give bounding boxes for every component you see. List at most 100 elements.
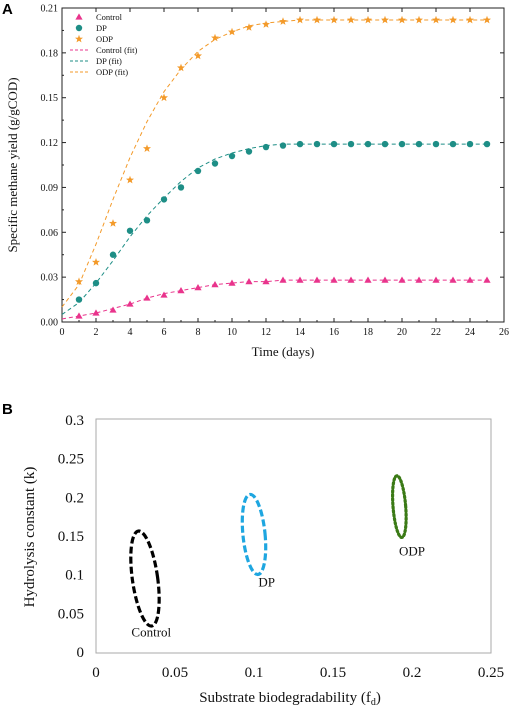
- panel-a-y-tick-label: 0.18: [41, 48, 59, 59]
- data-point-odp: [211, 33, 219, 42]
- panel-b-chart: B 0 0.05 0.1 0.15 0.2 0.25 0 0.05 0.1 0.15 0.2 0.25…: [2, 401, 504, 708]
- panel-a-chart: A 0 2 4 6 8 10 12 14 16 18 20 22 24 260.000.030.060.0…: [2, 1, 509, 359]
- panel-b-x-tick-label: 0.05: [162, 665, 188, 681]
- data-point-dp: [75, 296, 83, 303]
- panel-b-x-tick-label: 0.1: [245, 665, 264, 681]
- panel-a-plot-frame: [61, 7, 505, 323]
- data-point-dp: [245, 148, 253, 155]
- data-point-odp: [279, 17, 287, 25]
- data-point-control: [262, 278, 270, 285]
- panel-a-x-tick-label: 12: [261, 327, 271, 338]
- legend-marker-control: [75, 13, 83, 20]
- panel-a-y-axis-label: Specific methane yield (g/gCOD): [5, 77, 20, 252]
- data-point-dp: [177, 184, 185, 191]
- legend-label: DP (fit): [96, 56, 122, 66]
- data-point-odp: [415, 15, 423, 24]
- data-point-dp: [126, 227, 134, 234]
- panel-b-y-tick-label: 0.3: [65, 413, 84, 429]
- panel-b-ticks: 0 0.05 0.1 0.15 0.2 0.25 0 0.05 0.1 0.15 0.2 0.25 0.…: [58, 413, 504, 681]
- region-label-control: Control: [131, 625, 171, 640]
- data-point-dp: [466, 140, 474, 148]
- data-point-dp: [330, 140, 338, 148]
- data-point-odp: [228, 27, 236, 36]
- legend-marker-dp: [75, 24, 83, 32]
- panel-b-y-tick-label: 0.25: [58, 452, 84, 468]
- data-point-control: [347, 276, 355, 283]
- panel-a-x-tick-label: 26: [499, 327, 509, 338]
- legend-label: DP: [96, 23, 107, 33]
- data-point-odp: [432, 15, 440, 24]
- data-point-odp: [92, 258, 100, 266]
- data-point-odp: [296, 15, 304, 24]
- panel-b-y-tick-label: 0: [77, 645, 85, 661]
- data-point-control: [245, 278, 253, 285]
- data-point-control: [398, 276, 406, 283]
- data-point-control: [296, 276, 304, 283]
- data-point-control: [92, 309, 100, 316]
- panel-b-x-tick-label: 0.15: [320, 665, 346, 681]
- panel-b-x-tick-label: 0.2: [403, 665, 422, 681]
- panel-b-x-axis-label-subscript: d: [371, 697, 376, 708]
- data-point-dp: [432, 140, 440, 148]
- panel-b-plot-border: [95, 418, 492, 654]
- data-point-odp: [109, 219, 117, 227]
- data-point-dp: [449, 140, 457, 148]
- panel-a-x-tick-label: 2: [94, 327, 99, 338]
- data-point-dp: [398, 140, 406, 148]
- data-point-odp: [177, 63, 185, 72]
- data-point-dp: [364, 140, 372, 148]
- data-point-control: [415, 276, 423, 283]
- panel-b-y-tick-label: 0.1: [65, 568, 84, 584]
- data-point-odp: [466, 15, 474, 24]
- data-point-odp: [381, 15, 389, 24]
- data-point-odp: [245, 23, 253, 31]
- region-ellipse-control: [129, 529, 161, 628]
- panel-a-data-points: [75, 15, 491, 319]
- legend-label: Control (fit): [96, 45, 137, 55]
- data-point-odp: [398, 15, 406, 24]
- data-point-dp: [109, 251, 117, 258]
- region-ellipse-odp: [390, 474, 408, 540]
- panel-a-y-tick-label: 0.09: [41, 183, 59, 194]
- region-label-dp: DP: [258, 574, 275, 589]
- panel-a-x-tick-label: 6: [162, 327, 167, 338]
- data-point-odp: [449, 15, 457, 24]
- legend-marker-odp: [75, 34, 83, 43]
- legend-label: ODP: [96, 34, 113, 44]
- data-point-odp: [347, 15, 355, 24]
- panel-a-x-tick-label: 8: [196, 327, 201, 338]
- data-point-control: [228, 279, 236, 286]
- panel-b-x-axis-label: Substrate biodegradability (fd): [199, 690, 381, 708]
- panel-a-x-tick-label: 4: [128, 327, 133, 338]
- fit-line-odp: [61, 19, 487, 308]
- data-point-odp: [313, 15, 321, 24]
- panel-b-y-tick-label: 0.15: [58, 529, 84, 545]
- data-point-control: [126, 300, 134, 307]
- panel-a-y-tick-label: 0.00: [41, 318, 59, 329]
- panel-b-x-tick-label: 0.25: [478, 665, 504, 681]
- panel-a-y-tick-label: 0.12: [41, 138, 59, 149]
- data-point-control: [143, 294, 151, 301]
- data-point-control: [279, 276, 287, 283]
- panel-a-y-tick-label: 0.03: [41, 273, 59, 284]
- region-label-odp: ODP: [399, 543, 425, 558]
- panel-a-x-tick-label: 18: [363, 327, 373, 338]
- data-point-odp: [126, 175, 134, 184]
- data-point-control: [313, 276, 321, 283]
- data-point-control: [194, 284, 202, 291]
- panel-a-x-tick-label: 24: [465, 327, 475, 338]
- data-point-control: [75, 312, 83, 319]
- panel-a-x-tick-label: 20: [397, 327, 407, 338]
- panel-b-x-tick-label: 0: [92, 665, 100, 681]
- data-point-dp: [92, 279, 100, 287]
- panel-a-x-axis-label: Time (days): [252, 344, 315, 359]
- data-point-odp: [330, 15, 338, 24]
- data-point-control: [364, 276, 372, 283]
- panel-a-x-tick-label: 10: [227, 327, 237, 338]
- data-point-dp: [296, 140, 304, 148]
- data-point-dp: [143, 217, 151, 224]
- region-ellipse-dp: [240, 492, 268, 577]
- data-point-control: [160, 291, 168, 298]
- panel-a-x-tick-label: 14: [295, 327, 305, 338]
- panel-b-y-tick-label: 0.05: [58, 606, 84, 622]
